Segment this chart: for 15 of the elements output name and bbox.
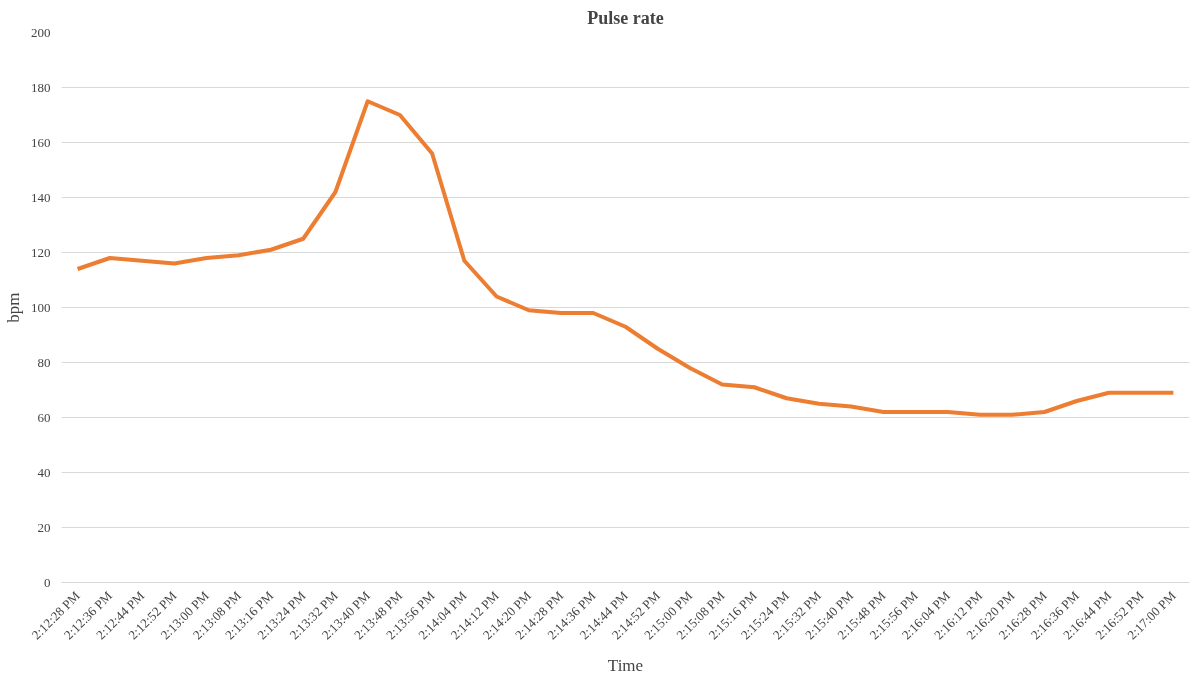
y-tick-label: 140 [31,189,51,205]
y-tick-label: 120 [31,244,51,260]
y-tick-label: 160 [31,134,51,150]
y-tick-label: 180 [31,79,51,95]
y-tick-label: 80 [37,354,51,370]
y-tick-label: 60 [37,409,51,425]
x-axis-title: Time [607,655,644,675]
chart-title: Pulse rate [587,7,664,28]
line-series [75,99,1176,417]
y-axis-title: bpm [4,292,23,323]
y-tick-label: 40 [37,464,51,480]
y-tick-label: 100 [31,299,51,315]
y-tick-label: 20 [37,519,51,535]
y-tick-label: 0 [44,574,51,590]
y-tick-label: 200 [31,24,51,40]
